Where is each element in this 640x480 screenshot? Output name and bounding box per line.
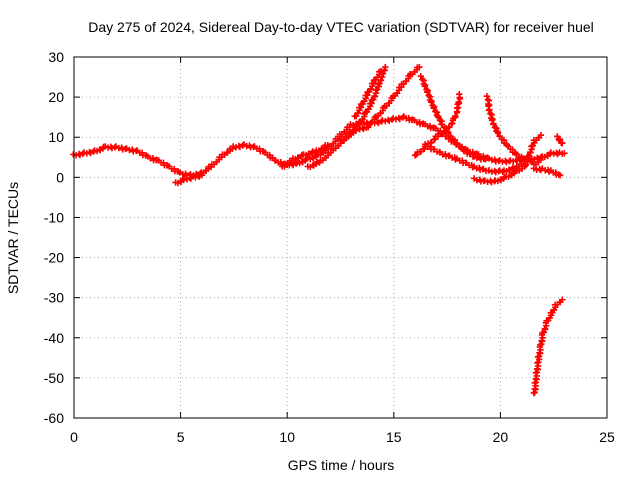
y-tick-label: -30	[44, 290, 64, 306]
series-track-13	[530, 149, 568, 168]
y-tick-label: -20	[44, 250, 64, 266]
series-track-6	[364, 63, 423, 128]
series-track-8	[417, 73, 489, 163]
data-point-markers	[530, 165, 564, 179]
data-point-markers	[470, 162, 530, 186]
ticks: 0 5 10 15 20 25 -60 -50 -40 -30 -20 -10 0 10 20 30	[44, 49, 615, 445]
y-tick-label: 20	[48, 89, 64, 105]
series-track-12	[470, 162, 530, 186]
data-point-markers	[364, 63, 423, 128]
data-point-markers	[421, 132, 545, 176]
x-axis-label: GPS time / hours	[288, 457, 395, 473]
y-axis-label: SDTVAR / TECUs	[5, 182, 21, 294]
data-point-markers	[417, 73, 489, 163]
plot-frame	[73, 56, 608, 419]
series-track-15	[554, 133, 566, 147]
y-tick-label: 0	[56, 169, 64, 185]
series-track-10	[483, 93, 545, 164]
series-track-7	[351, 67, 385, 120]
x-tick-label: 10	[279, 429, 295, 445]
y-tick-label: -40	[44, 330, 64, 346]
data-point-markers	[483, 93, 545, 164]
y-tick-label: -60	[44, 410, 64, 426]
y-tick-label: 30	[48, 49, 64, 65]
x-tick-label: 20	[493, 429, 509, 445]
data-point-markers	[279, 142, 331, 170]
data-point-markers	[351, 67, 385, 120]
data-point-markers	[530, 149, 568, 168]
data-point-markers	[70, 113, 536, 179]
series-track-1	[70, 113, 536, 179]
y-tick-label: 10	[48, 129, 64, 145]
data-layer	[70, 63, 568, 397]
series-track-16	[530, 296, 566, 397]
data-point-markers	[530, 296, 566, 397]
series-track-14	[530, 165, 564, 179]
x-tick-label: 25	[599, 429, 615, 445]
data-point-markers	[554, 133, 566, 147]
series-track-3	[279, 142, 331, 170]
x-tick-label: 15	[386, 429, 402, 445]
chart-title: Day 275 of 2024, Sidereal Day-to-day VTE…	[88, 19, 594, 35]
series-track-11	[421, 132, 545, 176]
y-tick-label: -10	[44, 209, 64, 225]
x-tick-label: 5	[177, 429, 185, 445]
y-tick-label: -50	[44, 370, 64, 386]
x-tick-label: 0	[70, 429, 78, 445]
data-point-markers	[172, 172, 206, 187]
series-track-2	[172, 172, 206, 187]
